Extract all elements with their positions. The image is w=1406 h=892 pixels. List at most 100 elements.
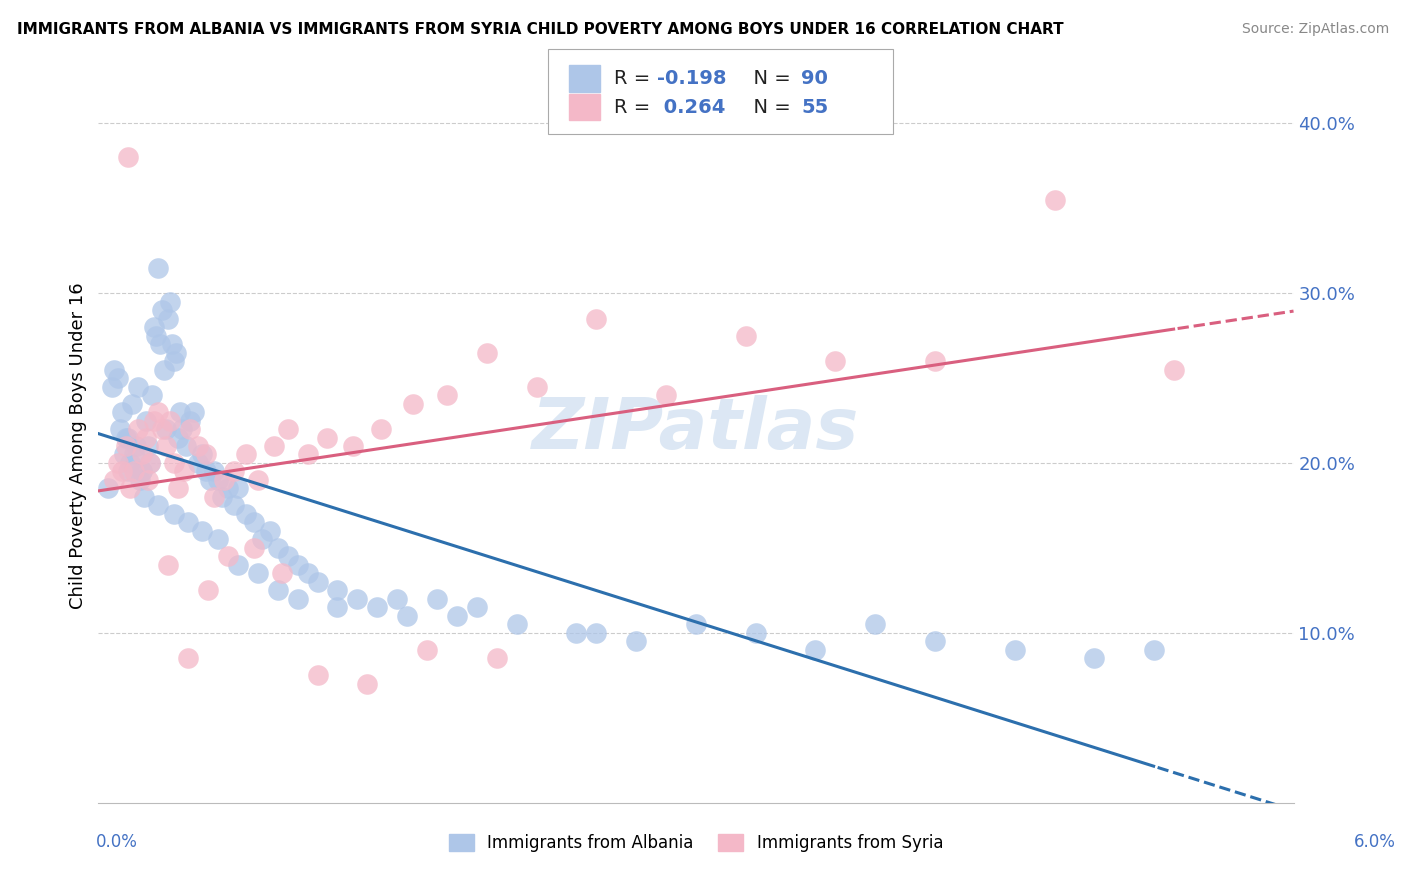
Point [342, 439, 364, 453]
Point [155, 439, 177, 453]
Point [135, 413, 157, 427]
Point [277, 422, 299, 436]
Point [565, 626, 588, 640]
Point [924, 354, 946, 368]
Point [326, 600, 349, 615]
Point [124, 448, 146, 462]
Point [436, 388, 458, 402]
Point [734, 328, 756, 343]
Point [250, 533, 273, 547]
Point [465, 600, 488, 615]
Point [129, 473, 152, 487]
Point [148, 405, 170, 419]
Point [149, 337, 172, 351]
Point [506, 617, 529, 632]
Text: N =: N = [741, 69, 797, 88]
Point [297, 448, 319, 462]
Point [485, 651, 508, 665]
Point [416, 643, 439, 657]
Point [207, 533, 229, 547]
Point [107, 371, 129, 385]
Point [97, 482, 120, 496]
Point [226, 558, 249, 572]
Point [1083, 651, 1105, 665]
Point [202, 490, 225, 504]
Point [153, 362, 176, 376]
Point [745, 626, 768, 640]
Point [1143, 643, 1166, 657]
Point [396, 608, 419, 623]
Point [145, 328, 167, 343]
Point [121, 396, 143, 410]
Point [207, 473, 229, 487]
Point [287, 591, 309, 606]
Point [183, 405, 205, 419]
Point [120, 482, 142, 496]
Point [217, 482, 239, 496]
Point [402, 396, 425, 410]
Point [226, 482, 249, 496]
Point [685, 617, 707, 632]
Point [212, 473, 235, 487]
Point [148, 499, 170, 513]
Point [163, 456, 186, 470]
Point [127, 379, 149, 393]
Point [163, 354, 186, 368]
Text: 90: 90 [801, 69, 828, 88]
Point [159, 294, 181, 309]
Text: Source: ZipAtlas.com: Source: ZipAtlas.com [1241, 22, 1389, 37]
Point [150, 303, 173, 318]
Point [370, 422, 392, 436]
Text: -0.198: -0.198 [657, 69, 725, 88]
Point [174, 439, 197, 453]
Point [177, 651, 200, 665]
Point [179, 422, 201, 436]
Point [217, 549, 239, 564]
Point [179, 413, 201, 427]
Point [243, 516, 266, 530]
Point [243, 541, 266, 555]
Point [307, 574, 329, 589]
Point [110, 422, 132, 436]
Text: 0.0%: 0.0% [96, 833, 138, 851]
Point [160, 337, 183, 351]
Point [167, 482, 190, 496]
Point [385, 591, 409, 606]
Point [246, 566, 269, 581]
Point [173, 465, 195, 479]
Point [585, 311, 607, 326]
Text: R =: R = [614, 69, 657, 88]
Point [197, 583, 219, 598]
Point [307, 668, 329, 682]
Point [824, 354, 846, 368]
Point [139, 456, 162, 470]
Point [626, 634, 648, 648]
Point [585, 626, 607, 640]
Point [1004, 643, 1026, 657]
Point [187, 456, 209, 470]
Point [177, 516, 200, 530]
Point [198, 473, 221, 487]
Point [426, 591, 449, 606]
Point [143, 320, 166, 334]
Point [316, 430, 339, 444]
Point [134, 490, 156, 504]
Point [111, 405, 134, 419]
Point [143, 413, 166, 427]
Point [131, 465, 153, 479]
Point [111, 465, 134, 479]
Point [112, 448, 135, 462]
Legend: Immigrants from Albania, Immigrants from Syria: Immigrants from Albania, Immigrants from… [441, 827, 950, 859]
Point [475, 345, 498, 359]
Point [155, 422, 177, 436]
Point [187, 439, 209, 453]
Text: 55: 55 [801, 97, 828, 117]
Point [356, 677, 378, 691]
Point [1043, 193, 1066, 207]
Point [135, 430, 157, 444]
Point [139, 456, 162, 470]
Point [526, 379, 548, 393]
Text: N =: N = [741, 97, 797, 117]
Point [222, 465, 245, 479]
Point [136, 473, 159, 487]
